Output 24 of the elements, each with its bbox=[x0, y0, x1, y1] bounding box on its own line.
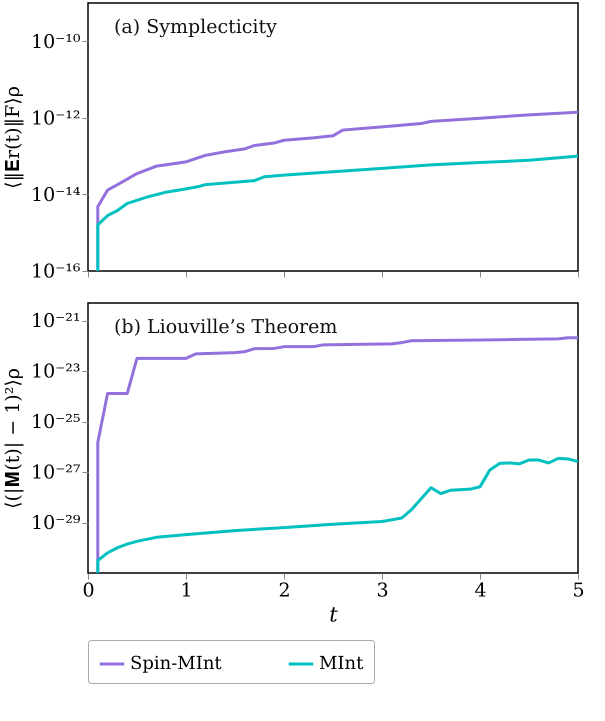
legend-label: MInt bbox=[319, 653, 364, 674]
y-tick-label: 10⁻²³ bbox=[31, 360, 80, 383]
x-tick-label: 4 bbox=[474, 580, 487, 602]
x-tick-label: 2 bbox=[278, 580, 291, 602]
y-tick-label: 10⁻¹² bbox=[31, 107, 80, 130]
annotation: (a) Symplecticity bbox=[114, 16, 278, 38]
x-tick-label: 5 bbox=[572, 580, 585, 602]
y-tick-label: 10⁻²¹ bbox=[31, 310, 80, 332]
line-series bbox=[96, 456, 578, 573]
x-axis-title: t bbox=[329, 602, 338, 626]
x-tick-label: 1 bbox=[180, 580, 193, 602]
x-tick-label: 3 bbox=[376, 580, 389, 602]
y-tick-label: 10⁻¹⁰ bbox=[31, 30, 81, 53]
y-axis-title: ⟨‖𝐄r(t)‖F⟩ρ bbox=[2, 86, 24, 189]
y-tick-label: 10⁻²⁷ bbox=[31, 462, 81, 484]
y-tick-label: 10⁻¹⁴ bbox=[31, 184, 81, 206]
y-tick-label: 10⁻¹⁶ bbox=[31, 260, 81, 282]
y-axis-title: ⟨(|𝐌(t)| − 1)²⟩ρ bbox=[2, 368, 24, 509]
annotation: (b) Liouville’s Theorem bbox=[114, 316, 338, 338]
line-series bbox=[96, 154, 578, 271]
y-tick-label: 10⁻²⁹ bbox=[31, 512, 81, 534]
y-tick-label: 10⁻²⁵ bbox=[31, 411, 80, 434]
x-tick-label: 0 bbox=[82, 580, 95, 602]
legend-label: Spin-MInt bbox=[130, 653, 222, 674]
